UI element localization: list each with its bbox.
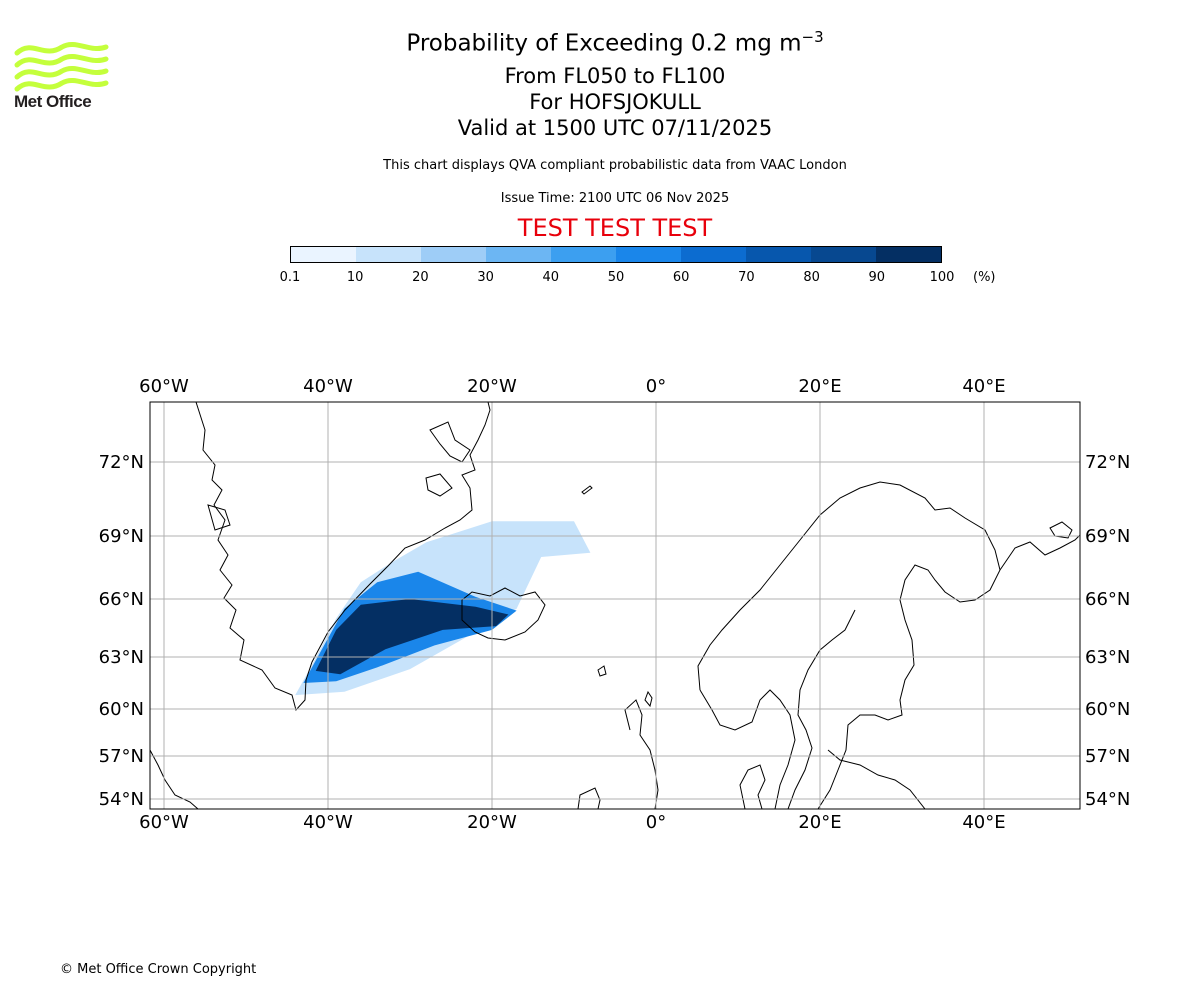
map-plot: 60°W 60°W 40°W 40°W 20°W 20°W 0° 0° 20°E 20°E 40°E… bbox=[99, 376, 1131, 833]
denmark-coast bbox=[739, 764, 766, 809]
scandinavia-coast bbox=[697, 481, 1001, 809]
test-banner: TEST TEST TEST bbox=[517, 214, 713, 242]
lat-tick-label: 66°N bbox=[99, 589, 144, 610]
volcano-name: For HOFSJOKULL bbox=[529, 90, 701, 114]
lat-tick-label: 57°N bbox=[99, 746, 144, 767]
gridlines bbox=[150, 402, 1080, 809]
colorbar-tick-label: 30 bbox=[477, 270, 494, 285]
lat-tick-label: 57°N bbox=[1085, 746, 1130, 767]
ireland-coast bbox=[577, 787, 601, 809]
lat-tick-label: 69°N bbox=[1085, 526, 1130, 547]
lon-tick-label: 20°E bbox=[798, 376, 841, 397]
valid-time: Valid at 1500 UTC 07/11/2025 bbox=[457, 116, 773, 140]
greenland-coast bbox=[195, 402, 491, 712]
colorbar-bin-5 bbox=[616, 247, 681, 262]
greenland-fjord-3 bbox=[207, 504, 231, 531]
lat-tick-label: 66°N bbox=[1085, 589, 1130, 610]
colorbar-bin-1 bbox=[356, 247, 421, 262]
lon-tick-label: 20°E bbox=[798, 812, 841, 833]
novaya-zemlya bbox=[1049, 521, 1073, 539]
colorbar-tick-label: 70 bbox=[738, 270, 755, 285]
met-office-logo bbox=[14, 41, 109, 92]
plume-core bbox=[315, 599, 509, 675]
lat-tick-label: 63°N bbox=[1085, 647, 1130, 668]
scotland-coast bbox=[624, 699, 659, 809]
lon-tick-label: 0° bbox=[646, 812, 666, 833]
colorbar-bin-3 bbox=[486, 247, 551, 262]
colorbar-tick-label: 50 bbox=[607, 270, 625, 285]
greenland-fjord-1 bbox=[429, 421, 471, 463]
lat-tick-label: 69°N bbox=[99, 526, 144, 547]
colorbar-tick-label: 40 bbox=[542, 270, 560, 285]
lat-tick-label: 60°N bbox=[1085, 699, 1130, 720]
colorbar-bin-2 bbox=[421, 247, 486, 262]
lon-tick-label: 40°W bbox=[303, 812, 353, 833]
lat-tick-label: 72°N bbox=[1085, 452, 1130, 473]
lat-tick-label: 72°N bbox=[99, 452, 144, 473]
colorbar-unit: (%) bbox=[973, 270, 996, 285]
coastlines bbox=[150, 402, 1080, 809]
chart-title: Probability of Exceeding 0.2 mg m−3 bbox=[406, 28, 824, 57]
kola-coast bbox=[999, 534, 1080, 571]
lon-tick-label: 40°E bbox=[962, 812, 1005, 833]
map-background bbox=[150, 402, 1080, 809]
axis-labels: 60°W 60°W 40°W 40°W 20°W 20°W 0° 0° 20°E 20°E 40°E… bbox=[99, 376, 1131, 833]
probability-colorbar bbox=[290, 246, 942, 263]
shetland bbox=[644, 690, 653, 708]
map-frame bbox=[149, 401, 1081, 810]
ash-plume-layer bbox=[295, 521, 591, 696]
lat-tick-label: 60°N bbox=[99, 699, 144, 720]
lon-tick-label: 60°W bbox=[139, 376, 189, 397]
lon-tick-label: 0° bbox=[646, 376, 666, 397]
colorbar-bin-7 bbox=[746, 247, 811, 262]
jan-mayen bbox=[581, 485, 593, 495]
greenland-fjord-2 bbox=[425, 473, 453, 497]
sweden-coast bbox=[787, 609, 856, 809]
faroe bbox=[597, 665, 607, 677]
colorbar-bin-6 bbox=[681, 247, 746, 262]
chart-description: This chart displays QVA compliant probab… bbox=[383, 158, 847, 173]
lat-tick-label: 54°N bbox=[1085, 789, 1130, 810]
issue-time: Issue Time: 2100 UTC 06 Nov 2025 bbox=[500, 191, 730, 206]
colorbar-tick-label: 10 bbox=[346, 270, 364, 285]
labrador-coast bbox=[150, 749, 199, 809]
colorbar-bin-8 bbox=[811, 247, 876, 262]
lon-tick-label: 60°W bbox=[139, 812, 189, 833]
flight-level-range: From FL050 to FL100 bbox=[504, 64, 726, 88]
colorbar-tick-label: 60 bbox=[672, 270, 690, 285]
lat-tick-label: 54°N bbox=[99, 789, 144, 810]
lat-tick-label: 63°N bbox=[99, 647, 144, 668]
colorbar-bin-9 bbox=[876, 247, 941, 262]
colorbar-bin-0 bbox=[291, 247, 356, 262]
baltic-coast bbox=[827, 749, 926, 809]
lon-tick-label: 20°W bbox=[467, 812, 517, 833]
copyright-notice: © Met Office Crown Copyright bbox=[60, 962, 257, 977]
lon-tick-label: 20°W bbox=[467, 376, 517, 397]
norway-south-coast bbox=[699, 689, 796, 809]
lon-tick-label: 40°W bbox=[303, 376, 353, 397]
colorbar-tick-label: 90 bbox=[868, 270, 886, 285]
colorbar-tick-label: 100 bbox=[929, 270, 955, 285]
colorbar-tick-label: 80 bbox=[803, 270, 820, 285]
lon-tick-label: 40°E bbox=[962, 376, 1005, 397]
colorbar-tick-label: 0.1 bbox=[279, 270, 301, 285]
colorbar-bin-4 bbox=[551, 247, 616, 262]
logo-wordmark: Met Office bbox=[14, 92, 92, 111]
colorbar-tick-label: 20 bbox=[412, 270, 429, 285]
